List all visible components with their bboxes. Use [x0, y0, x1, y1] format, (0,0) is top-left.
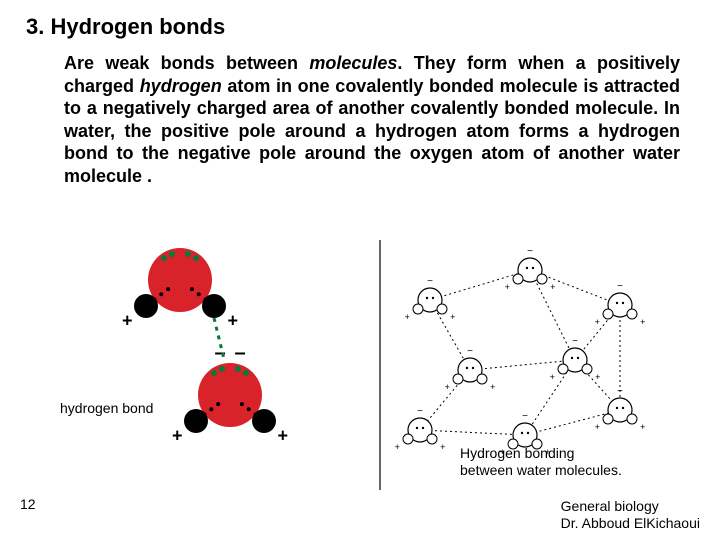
svg-text:+: +: [595, 317, 600, 327]
svg-text:–: –: [234, 342, 245, 364]
svg-text:+: +: [405, 312, 410, 322]
svg-text:−: −: [427, 276, 433, 287]
caption-line-1: Hydrogen bonding: [460, 445, 622, 462]
footer-credit: General biology Dr. Abboud ElKichaoui: [561, 498, 700, 532]
svg-text:+: +: [450, 312, 455, 322]
page-number: 12: [20, 496, 36, 512]
caption-line-2: between water molecules.: [460, 462, 622, 479]
footer-line-1: General biology: [561, 498, 700, 515]
section-heading: 3. Hydrogen bonds: [0, 0, 720, 40]
svg-text:+: +: [395, 442, 400, 452]
hydrogen-bond-label: hydrogen bond: [60, 400, 153, 416]
svg-text:−: −: [572, 336, 578, 347]
svg-text:+: +: [227, 310, 238, 330]
svg-text:−: −: [617, 281, 623, 292]
figure-area: ––++––++++−++−++−++−++−++−++−++− hydroge…: [60, 240, 680, 490]
svg-text:+: +: [490, 382, 495, 392]
italic-molecules: molecules: [309, 53, 397, 73]
svg-text:+: +: [595, 422, 600, 432]
svg-text:+: +: [122, 310, 133, 330]
svg-text:+: +: [505, 282, 510, 292]
svg-text:−: −: [417, 406, 423, 417]
svg-text:−: −: [522, 411, 528, 422]
svg-text:−: −: [467, 346, 473, 357]
svg-text:–: –: [184, 240, 195, 249]
svg-text:+: +: [550, 282, 555, 292]
svg-text:+: +: [595, 372, 600, 382]
body-paragraph: Are weak bonds between molecules. They f…: [0, 40, 720, 187]
svg-text:+: +: [440, 442, 445, 452]
svg-text:+: +: [550, 372, 555, 382]
svg-text:−: −: [527, 246, 533, 257]
svg-text:+: +: [640, 422, 645, 432]
svg-text:+: +: [640, 317, 645, 327]
svg-text:−: −: [617, 386, 623, 397]
italic-hydrogen: hydrogen: [140, 76, 222, 96]
footer-line-2: Dr. Abboud ElKichaoui: [561, 515, 700, 532]
text-frag: Are weak bonds between: [64, 53, 309, 73]
svg-text:+: +: [445, 382, 450, 392]
svg-text:+: +: [277, 425, 288, 445]
svg-text:+: +: [172, 425, 183, 445]
svg-text:–: –: [164, 240, 175, 249]
